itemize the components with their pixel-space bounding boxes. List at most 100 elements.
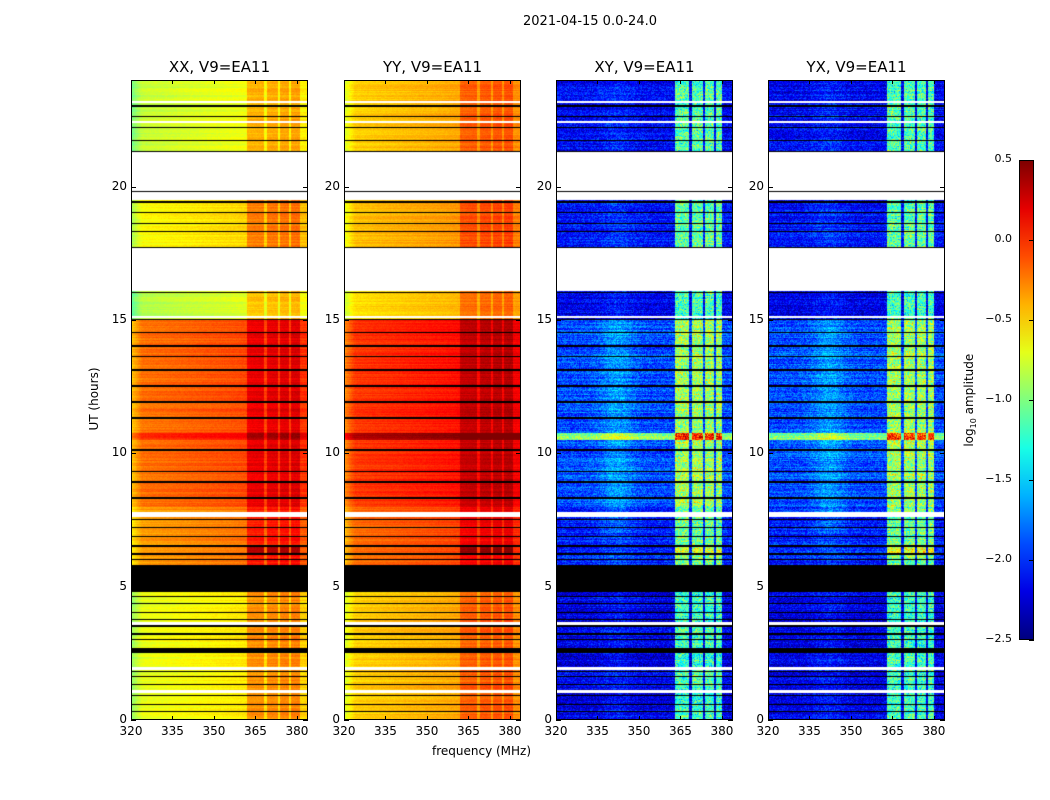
axes-frame bbox=[556, 80, 733, 720]
x-tick-label: 365 bbox=[244, 724, 267, 738]
heatmap-panel: 320 335 350 365 380 0 5 10 15 20 bbox=[537, 80, 733, 738]
x-tick-mark bbox=[850, 716, 852, 720]
y-tick-mark bbox=[303, 720, 308, 721]
x-tick-mark bbox=[131, 716, 132, 720]
x-tick-mark bbox=[638, 80, 640, 84]
y-tick-mark bbox=[768, 186, 773, 188]
y-tick-mark bbox=[344, 186, 349, 188]
y-tick-label: 15 bbox=[748, 312, 764, 326]
x-tick-mark bbox=[768, 716, 769, 720]
panel-title: YY, V9=EA11 bbox=[382, 58, 483, 76]
y-tick-mark bbox=[556, 586, 561, 588]
y-tick-label: 5 bbox=[756, 578, 764, 593]
y-tick-label: 0 bbox=[756, 712, 764, 726]
x-tick-mark bbox=[426, 80, 428, 84]
x-tick-mark bbox=[933, 716, 935, 720]
colorbar-tick-mark bbox=[1029, 560, 1034, 561]
y-tick-mark bbox=[556, 320, 561, 321]
y-tick-mark bbox=[940, 320, 945, 321]
x-tick-mark bbox=[344, 80, 345, 84]
heatmap-cells bbox=[768, 80, 945, 720]
y-axis-label: UT (hours) bbox=[87, 367, 101, 431]
heatmap-panel: 320 335 350 365 380 0 5 10 15 20 bbox=[112, 80, 308, 738]
panel-title: YX, V9=EA11 bbox=[806, 58, 907, 76]
x-tick-mark bbox=[131, 80, 132, 84]
x-tick-mark bbox=[255, 716, 257, 720]
y-tick-label: 10 bbox=[536, 445, 552, 460]
x-tick-mark bbox=[597, 716, 599, 720]
y-tick-mark bbox=[556, 453, 561, 455]
y-tick-label: 5 bbox=[332, 578, 340, 593]
y-tick-label: 20 bbox=[536, 178, 552, 193]
x-tick-mark bbox=[426, 716, 428, 720]
x-tick-mark bbox=[809, 80, 811, 84]
panel-title: XY, V9=EA11 bbox=[594, 58, 695, 76]
x-tick-mark bbox=[213, 80, 215, 84]
x-tick-label: 380 bbox=[285, 724, 309, 738]
x-tick-label: 380 bbox=[498, 724, 522, 738]
x-tick-mark bbox=[255, 80, 257, 84]
y-tick-label: 20 bbox=[324, 178, 340, 193]
colorbar-tick-label: −2.5 bbox=[985, 632, 1012, 645]
axes-frame bbox=[131, 80, 308, 720]
y-tick-mark bbox=[131, 186, 136, 188]
x-tick-label: 335 bbox=[374, 724, 397, 738]
colorbar-tick-label: −0.5 bbox=[985, 312, 1012, 325]
x-tick-mark bbox=[556, 716, 557, 720]
y-tick-mark bbox=[516, 586, 521, 588]
colorbar-tick-mark bbox=[1029, 320, 1034, 321]
x-tick-mark bbox=[172, 80, 174, 84]
x-tick-label: 365 bbox=[669, 724, 692, 738]
x-tick-label: 350 bbox=[202, 724, 226, 738]
x-tick-mark bbox=[385, 80, 387, 84]
x-tick-mark bbox=[296, 716, 298, 720]
colorbar-label-prefix: log bbox=[961, 428, 976, 447]
x-tick-label: 380 bbox=[922, 724, 946, 738]
colorbar-tick-mark bbox=[1029, 480, 1034, 481]
x-tick-label: 335 bbox=[161, 724, 184, 738]
colorbar-tick-label: −1.5 bbox=[985, 472, 1012, 485]
colorbar-label: log10 amplitude bbox=[962, 340, 978, 460]
x-tick-mark bbox=[509, 716, 511, 720]
colorbar-tick-mark bbox=[1029, 160, 1034, 161]
x-tick-label: 320 bbox=[119, 724, 143, 738]
y-tick-mark bbox=[344, 320, 349, 321]
y-tick-mark bbox=[728, 186, 733, 188]
y-tick-label: 15 bbox=[324, 312, 340, 326]
x-tick-mark bbox=[468, 80, 470, 84]
x-tick-mark bbox=[680, 716, 682, 720]
y-tick-mark bbox=[768, 453, 773, 455]
colorbar-tick-label: 0.0 bbox=[994, 232, 1013, 245]
x-tick-label: 350 bbox=[415, 724, 439, 738]
x-tick-mark bbox=[296, 80, 298, 84]
y-tick-label: 0 bbox=[332, 712, 340, 726]
x-tick-mark bbox=[509, 80, 511, 84]
y-tick-label: 10 bbox=[748, 445, 764, 460]
x-tick-mark bbox=[721, 80, 723, 84]
y-tick-mark bbox=[131, 453, 136, 455]
x-tick-label: 350 bbox=[627, 724, 651, 738]
colorbar-label-sub: 10 bbox=[969, 418, 979, 429]
y-tick-label: 15 bbox=[536, 312, 552, 326]
y-tick-label: 5 bbox=[544, 578, 552, 593]
y-tick-label: 15 bbox=[111, 312, 127, 326]
y-tick-mark bbox=[768, 320, 773, 321]
y-tick-mark bbox=[344, 720, 349, 721]
x-axis-label: frequency (MHz) bbox=[432, 744, 532, 758]
colorbar-tick-mark bbox=[1029, 400, 1034, 401]
heatmap-cells bbox=[344, 80, 521, 720]
x-tick-mark bbox=[468, 716, 470, 720]
heatmap-cells bbox=[556, 80, 733, 720]
y-tick-mark bbox=[131, 586, 136, 588]
y-tick-mark bbox=[728, 586, 733, 588]
x-tick-label: 335 bbox=[798, 724, 821, 738]
x-tick-label: 335 bbox=[586, 724, 609, 738]
y-tick-mark bbox=[303, 186, 308, 188]
colorbar-tick-label: −1.0 bbox=[985, 392, 1012, 405]
axes-frame bbox=[344, 80, 521, 720]
y-tick-label: 20 bbox=[748, 178, 764, 193]
y-tick-mark bbox=[131, 320, 136, 321]
y-tick-mark bbox=[940, 720, 945, 721]
heatmap-cells bbox=[131, 80, 308, 720]
